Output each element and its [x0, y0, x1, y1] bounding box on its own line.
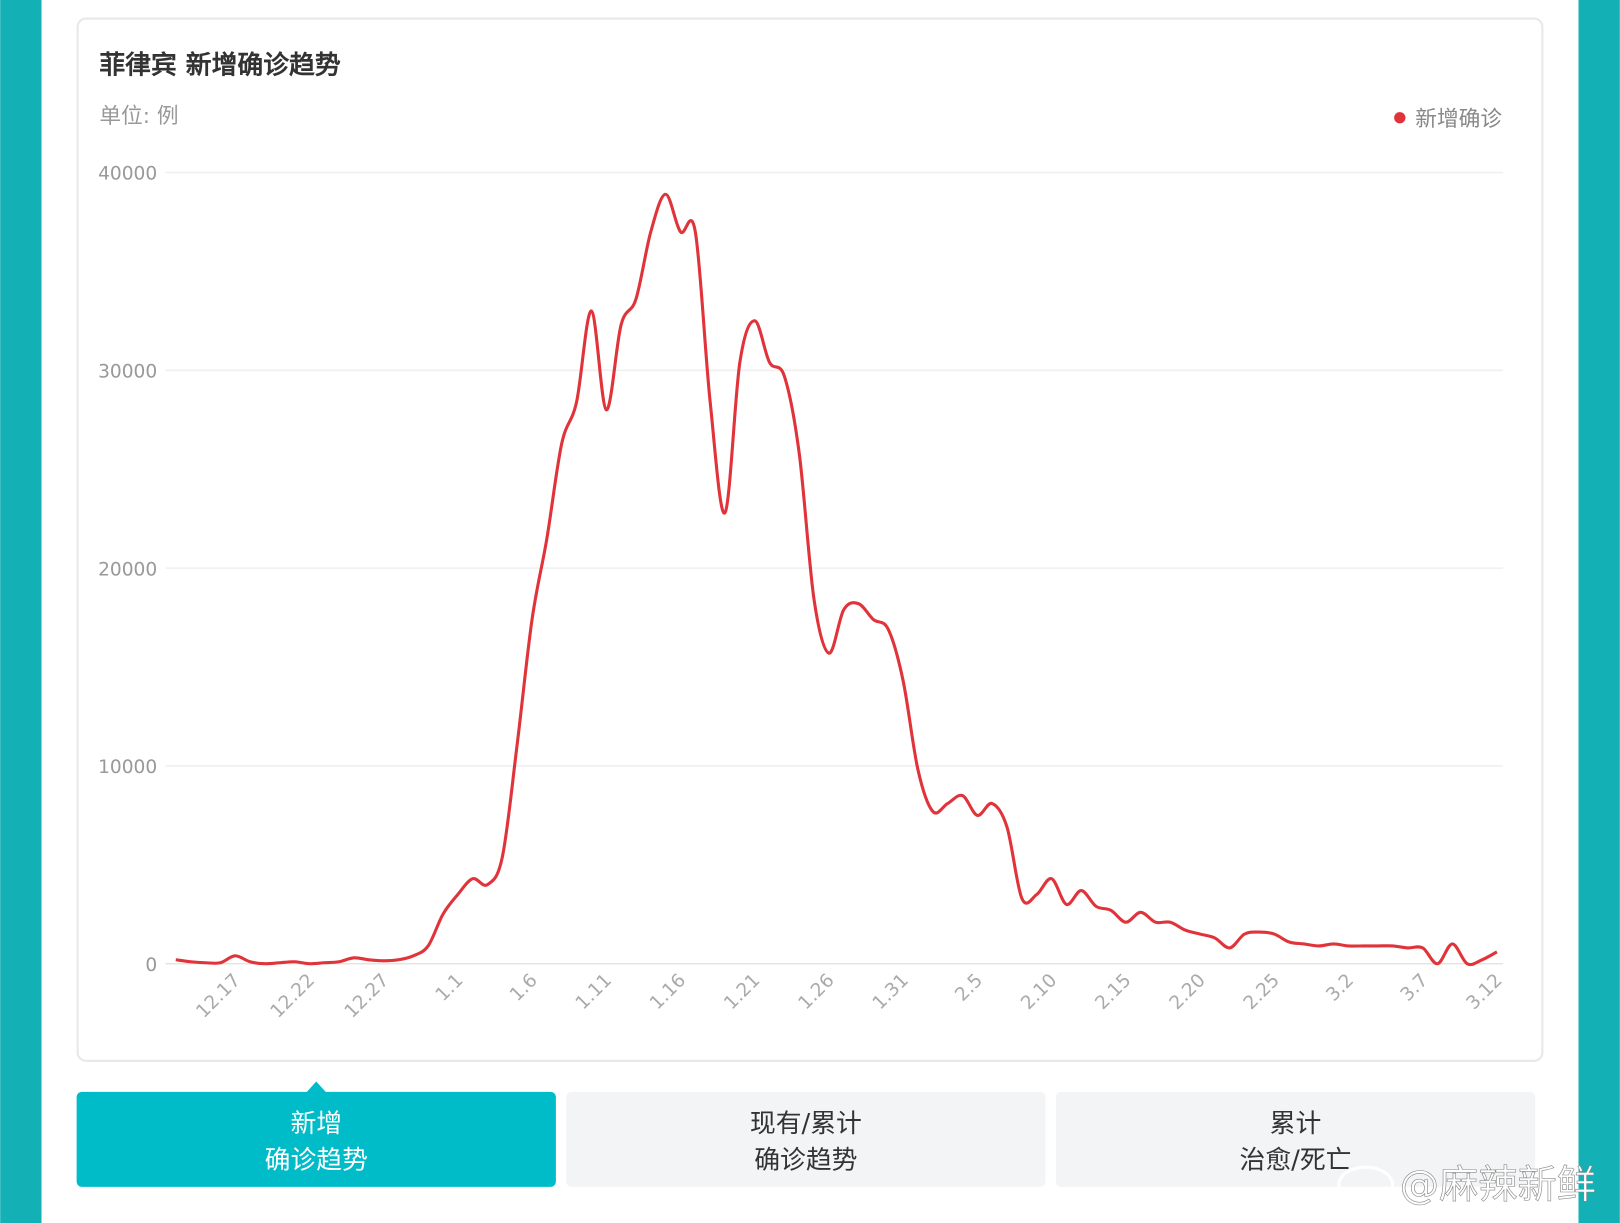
watermark: @麻辣新鲜	[1337, 1163, 1596, 1209]
data-line	[175, 192, 1498, 967]
y-tick-label: 20000	[98, 559, 157, 580]
y-tick-label: 30000	[98, 362, 157, 383]
y-tick-label: 10000	[98, 757, 157, 778]
tab-label[interactable]: 治愈/死亡	[1240, 1145, 1352, 1175]
tab-background[interactable]	[566, 1091, 1046, 1187]
unit-label: 单位: 例	[99, 104, 178, 129]
watermark-text: @麻辣新鲜	[1400, 1163, 1596, 1208]
tab-background[interactable]	[76, 1091, 556, 1187]
legend-label: 新增确诊	[1415, 107, 1502, 132]
chart-title: 菲律宾 新增确诊趋势	[99, 49, 340, 80]
tab-background[interactable]	[1055, 1091, 1536, 1187]
tab-label[interactable]: 累计	[1270, 1109, 1322, 1139]
tab-label[interactable]: 确诊趋势	[754, 1145, 857, 1175]
tab-pointer	[305, 1081, 327, 1093]
legend-marker	[1394, 112, 1406, 124]
tab-label[interactable]: 现有/累计	[750, 1109, 862, 1139]
tab-label[interactable]: 确诊趋势	[265, 1145, 368, 1175]
weibo-icon	[1337, 1165, 1395, 1204]
side-strip	[1578, 0, 1620, 1223]
card	[76, 17, 1544, 1062]
y-tick-label: 0	[145, 955, 157, 976]
tab-label[interactable]: 新增	[290, 1109, 342, 1139]
y-tick-label: 40000	[98, 164, 157, 185]
side-strip	[0, 0, 42, 1223]
tab[interactable]: 新增确诊趋势	[76, 1081, 556, 1187]
